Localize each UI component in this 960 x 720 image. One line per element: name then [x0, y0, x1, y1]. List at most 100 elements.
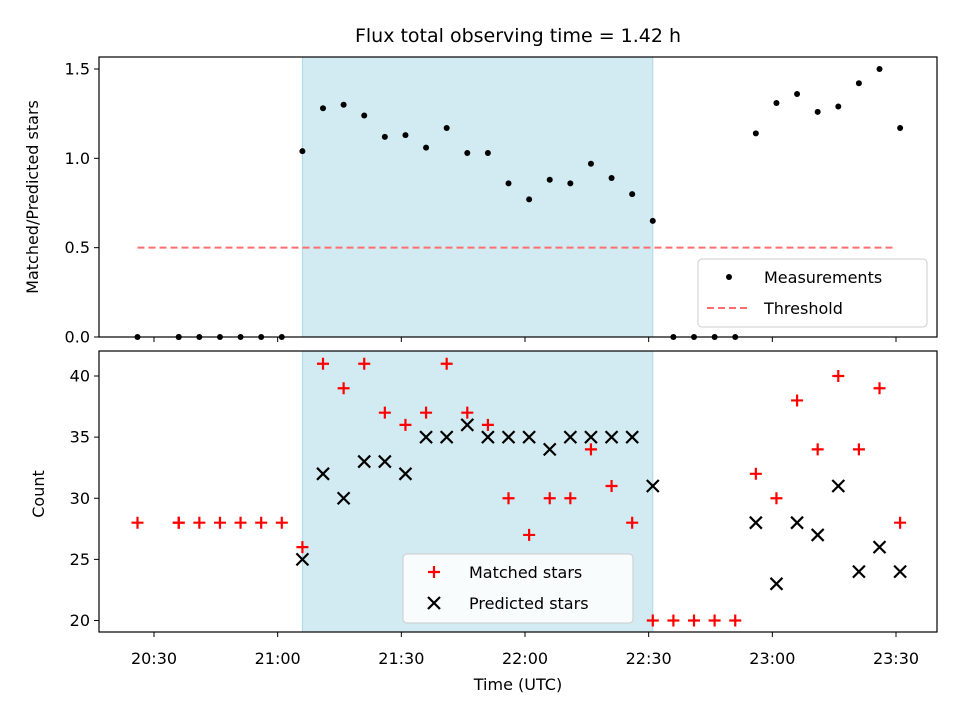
matched-star-point — [791, 394, 804, 407]
measurement-point — [835, 103, 842, 110]
y-tick-label: 35 — [70, 428, 90, 447]
x-tick-label: 21:00 — [255, 649, 301, 668]
predicted-star-point — [769, 577, 784, 591]
matched-star-point — [729, 614, 742, 627]
shaded-region — [301, 56, 654, 338]
matched-star-point — [646, 614, 659, 627]
measurement-point — [320, 105, 327, 112]
y-axis-label-bottom: Count — [29, 470, 48, 518]
legend-bottom: Matched stars Predicted stars — [402, 553, 634, 624]
matched-star-point — [523, 528, 536, 541]
legend-marker-predicted — [427, 596, 441, 610]
predicted-star-point — [625, 430, 639, 444]
x-tick-label: 23:00 — [749, 649, 795, 668]
y-tick-label: 0.5 — [65, 238, 90, 257]
predicted-star-point — [501, 430, 516, 444]
y-tick-label: 20 — [70, 611, 90, 630]
matched-star-point — [502, 492, 515, 505]
matched-star-point — [358, 357, 371, 370]
matched-star-point — [626, 516, 639, 529]
predicted-star-point — [563, 430, 578, 444]
legend-label: Measurements — [764, 268, 882, 287]
predicted-star-point — [584, 430, 598, 444]
panel-ratio: 0.0 0.5 1.0 1.5 — [65, 56, 938, 347]
predicted-star-point — [810, 528, 825, 542]
matched-star-point — [770, 492, 783, 505]
predicted-star-point — [357, 454, 372, 469]
matched-star-point — [317, 357, 330, 370]
y-tick-label: 1.0 — [65, 149, 90, 168]
measurement-point — [794, 91, 801, 98]
matched-star-point — [749, 467, 762, 480]
legend-marker-measurements — [726, 274, 732, 280]
measurement-point — [546, 176, 553, 183]
measurement-point — [361, 112, 368, 119]
matched-star-point — [255, 516, 268, 529]
predicted-star-point — [790, 515, 804, 530]
predicted-star-point — [542, 442, 557, 457]
matched-star-point — [131, 516, 144, 529]
y-tick-label: 0.0 — [65, 328, 90, 347]
predicted-star-point — [831, 479, 846, 493]
measurement-point — [587, 160, 594, 167]
matched-star-point — [275, 516, 288, 529]
predicted-star-point — [336, 491, 351, 506]
matched-star-point — [172, 516, 185, 529]
matched-star-point — [234, 516, 247, 529]
x-tick-label: 22:30 — [626, 649, 672, 668]
matched-star-point — [213, 516, 226, 529]
measurement-point — [876, 66, 883, 72]
legend-top: Measurements Threshold — [697, 258, 928, 328]
legend-box — [402, 553, 634, 624]
predicted-star-point — [398, 467, 413, 481]
matched-star-point — [832, 370, 845, 382]
legend-label: Predicted stars — [469, 594, 589, 613]
matched-star-point — [378, 406, 391, 419]
x-tick-label: 22:00 — [502, 649, 548, 668]
x-tick-label: 23:30 — [873, 649, 919, 668]
measurement-point — [423, 144, 430, 151]
measurement-point — [443, 124, 450, 131]
axes-frame — [98, 56, 938, 338]
predicted-star-point — [316, 467, 330, 481]
measurement-point — [629, 191, 636, 198]
measurement-point — [608, 174, 615, 181]
x-axis-label: Time (UTC) — [473, 675, 562, 694]
predicted-star-point — [378, 454, 392, 469]
chart-title: Flux total observing time = 1.42 h — [355, 25, 681, 47]
predicted-star-point — [646, 479, 660, 493]
matched-star-point — [894, 516, 907, 529]
y-axis-label-top: Matched/Predicted stars — [23, 100, 42, 294]
predicted-star-point — [295, 552, 310, 567]
legend-box — [697, 258, 928, 328]
measurement-point — [752, 130, 759, 137]
predicted-star-point — [439, 430, 454, 444]
matched-star-point — [543, 492, 556, 505]
y-tick-label: 25 — [70, 550, 90, 569]
measurement-point — [402, 132, 409, 139]
measurement-point — [814, 108, 821, 115]
measurement-point — [567, 180, 574, 187]
matched-star-point — [852, 443, 865, 456]
measurement-point — [340, 101, 347, 108]
measurement-point — [299, 148, 306, 155]
x-tick-label: 21:30 — [378, 649, 424, 668]
matched-star-point — [708, 614, 721, 627]
legend-marker-matched — [428, 566, 440, 578]
matched-star-point — [481, 418, 494, 431]
predicted-star-point — [419, 430, 433, 444]
matched-star-point — [337, 382, 350, 395]
predicted-star-point — [604, 430, 619, 444]
matched-star-point — [667, 614, 680, 627]
axes-frame — [98, 350, 938, 633]
predicted-star-point — [460, 418, 475, 432]
matched-star-point — [688, 614, 701, 627]
matched-star-point — [461, 406, 474, 419]
measurement-point — [855, 80, 862, 87]
y-tick-label: 1.5 — [65, 60, 90, 79]
matched-star-point — [440, 357, 453, 370]
measurement-point — [526, 196, 533, 203]
predicted-star-point — [872, 540, 887, 554]
x-tick-label: 20:30 — [131, 649, 177, 668]
measurement-point — [773, 99, 780, 106]
